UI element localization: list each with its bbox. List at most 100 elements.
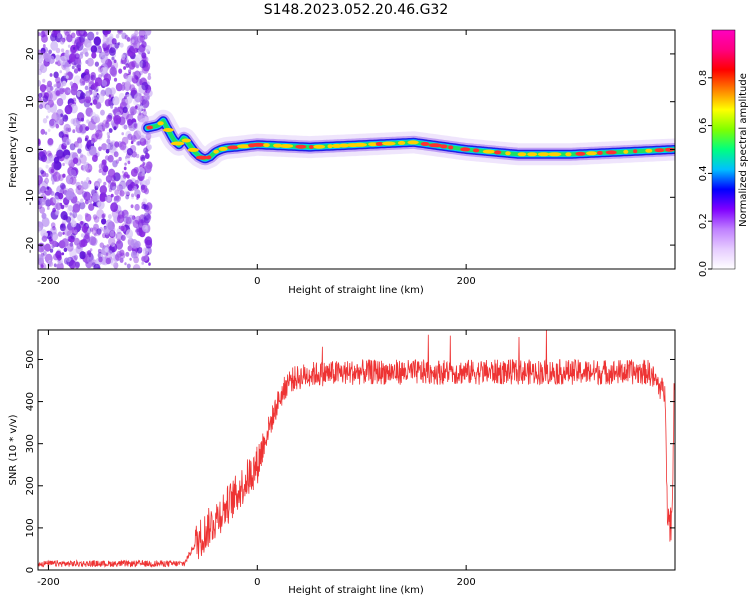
spectrogram-noise-blob bbox=[64, 226, 72, 236]
colorbar-label: Normalized spectral amplitude bbox=[738, 73, 749, 227]
spectrogram-ridge-peak bbox=[538, 152, 550, 156]
colorbar-tick-label: 0.8 bbox=[698, 70, 709, 86]
spectrogram-noise-blob bbox=[105, 247, 109, 252]
spectrogram-noise-blob bbox=[114, 78, 117, 82]
spectrogram-noise-blob bbox=[79, 240, 85, 248]
spectrogram-noise-blob bbox=[60, 38, 65, 44]
spectrogram-noise-blob bbox=[136, 154, 139, 158]
spectrogram-noise-blob bbox=[44, 198, 51, 207]
spectrogram-noise-blob bbox=[110, 87, 116, 95]
spectrogram-noise-blob bbox=[117, 239, 121, 244]
spectrogram-ridge-peak bbox=[448, 145, 453, 149]
spectrogram-noise-blob bbox=[117, 214, 124, 223]
spectrogram-noise-blob bbox=[147, 144, 152, 150]
spectrogram-noise-blob bbox=[70, 81, 74, 86]
spectrogram-noise-blob bbox=[111, 181, 116, 187]
spectrogram-noise-blob bbox=[41, 50, 45, 55]
spectrogram-noise-blob bbox=[55, 251, 61, 259]
spectrogram-noise-blob bbox=[53, 172, 61, 182]
spectrogram-noise-blob bbox=[52, 241, 57, 247]
colorbar-tick-label: 0.4 bbox=[698, 165, 709, 181]
spectrogram-noise-blob bbox=[75, 53, 80, 59]
spectrogram-noise-blob bbox=[63, 215, 68, 221]
spectrogram-noise-blob bbox=[145, 27, 152, 35]
spectrogram-noise-blob bbox=[71, 32, 76, 38]
spectrogram-noise-blob bbox=[92, 155, 98, 162]
spectrogram-noise-blob bbox=[77, 214, 83, 221]
spectrogram-ridge-peak bbox=[586, 151, 597, 155]
spectrogram-noise-blob bbox=[55, 61, 58, 64]
spectrogram-noise-blob bbox=[145, 236, 152, 245]
spectrogram-ridge-peak bbox=[313, 145, 325, 149]
spectrogram-noise-blob bbox=[41, 129, 46, 135]
spectrogram-ridge-peak bbox=[206, 155, 211, 159]
spectrogram-noise-blob bbox=[40, 186, 46, 194]
spectrogram-noise-blob bbox=[90, 112, 96, 119]
spectrogram-noise-blob bbox=[105, 197, 108, 201]
snr-y-tick-label: 400 bbox=[25, 392, 36, 411]
spectrogram-noise-blob bbox=[61, 205, 65, 209]
spectrogram-noise-blob bbox=[46, 116, 49, 119]
snr-x-axis-label: Height of straight line (km) bbox=[288, 585, 424, 596]
spectrogram-noise-blob bbox=[91, 83, 97, 90]
spectrogram-ridge-peak bbox=[460, 147, 470, 151]
spectrogram-noise-blob bbox=[98, 201, 105, 210]
spectrogram-noise-blob bbox=[143, 198, 148, 204]
spectrogram-ridge-peak bbox=[597, 151, 603, 155]
spectrogram-noise-blob bbox=[95, 130, 103, 140]
spectrogram-noise-blob bbox=[45, 173, 49, 177]
colorbar-ticks: 0.00.20.40.60.8 bbox=[698, 70, 712, 277]
spectrogram-noise-blob bbox=[135, 63, 139, 68]
spectrogram-noise-blob bbox=[62, 252, 65, 255]
spectrogram-noise-blob bbox=[64, 155, 72, 165]
spectrogram-noise-blob bbox=[124, 262, 126, 265]
spectrogram-noise-blob bbox=[111, 60, 119, 69]
spectrogram-noise-blob bbox=[62, 163, 65, 166]
spectrogram-noise-blob bbox=[58, 232, 62, 237]
spectrogram-noise-blob bbox=[94, 233, 97, 236]
spectrogram-noise-blob bbox=[59, 131, 64, 138]
spectrogram-noise-blob bbox=[134, 48, 138, 53]
spectrogram-noise-blob bbox=[80, 92, 86, 99]
spectrogram-noise-blob bbox=[144, 205, 149, 211]
colorbar: 0.00.20.40.60.8 Normalized spectral ampl… bbox=[698, 30, 749, 277]
spectrogram-noise-blob bbox=[68, 45, 71, 48]
spectrogram-noise-blob bbox=[121, 85, 126, 91]
spectrogram-noise-blob bbox=[143, 229, 146, 233]
spectrogram-ridge-peak bbox=[407, 140, 418, 144]
spectrogram-noise-blob bbox=[108, 113, 113, 119]
spectrogram-noise-blob bbox=[39, 152, 43, 157]
spectrogram-ridge-peak bbox=[623, 150, 628, 154]
spectrogram-noise-blob bbox=[103, 43, 107, 48]
spectrogram-noise-blob bbox=[79, 155, 87, 164]
spectrogram-noise-blob bbox=[110, 226, 115, 233]
spectrogram-ridge-peak bbox=[606, 150, 617, 154]
spectrogram-noise-blob bbox=[110, 105, 113, 109]
spectrogram-noise-blob bbox=[83, 192, 91, 201]
spectrogram-noise-blob bbox=[70, 143, 76, 150]
spectrogram-noise-blob bbox=[116, 159, 119, 163]
spectrogram-noise-blob bbox=[45, 179, 48, 183]
spectrogram-ridge-peak bbox=[527, 152, 537, 156]
spectrogram-noise-blob bbox=[77, 112, 84, 121]
spectrogram-noise-blob bbox=[109, 34, 113, 39]
spectrogram-noise-blob bbox=[87, 32, 94, 41]
spectrogram-ridge-peak bbox=[146, 126, 153, 130]
spectrogram-noise-blob bbox=[84, 232, 89, 239]
spectrogram-noise-blob bbox=[125, 75, 132, 83]
spectrogram-ridge-peak bbox=[421, 142, 430, 146]
spectrogram-ridge-peak bbox=[655, 148, 664, 152]
spectrogram-noise-blob bbox=[45, 132, 48, 135]
spectrogram-y-tick-label: 0 bbox=[25, 146, 36, 152]
spectrogram-noise-blob bbox=[114, 197, 117, 201]
snr-x-tick-label: -200 bbox=[37, 577, 60, 588]
spectrogram-ridge-peak bbox=[382, 142, 396, 146]
spectrogram-noise-blob bbox=[97, 231, 100, 235]
spectrogram-noise-blob bbox=[127, 119, 132, 126]
spectrogram-noise-blob bbox=[135, 184, 137, 187]
spectrogram-noise-blob bbox=[89, 236, 96, 245]
spectrogram-noise-blob bbox=[64, 27, 71, 36]
spectrogram-y-tick-label: -10 bbox=[25, 189, 36, 205]
spectrogram-noise-blob bbox=[131, 136, 135, 141]
spectrogram-noise-blob bbox=[136, 228, 142, 236]
